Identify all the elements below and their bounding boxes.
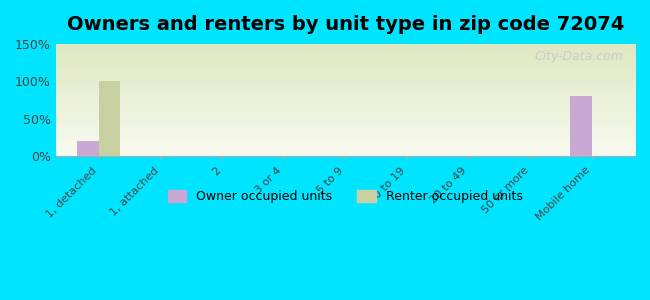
Bar: [99, 81, 120, 156]
Title: Owners and renters by unit type in zip code 72074: Owners and renters by unit type in zip c…: [67, 15, 624, 34]
Bar: [570, 96, 592, 156]
Text: City-Data.com: City-Data.com: [534, 50, 623, 62]
Legend: Owner occupied units, Renter occupied units: Owner occupied units, Renter occupied un…: [162, 185, 528, 208]
Bar: [77, 141, 99, 156]
Bar: [99, 81, 120, 156]
Bar: [77, 141, 99, 156]
Bar: [570, 96, 592, 156]
